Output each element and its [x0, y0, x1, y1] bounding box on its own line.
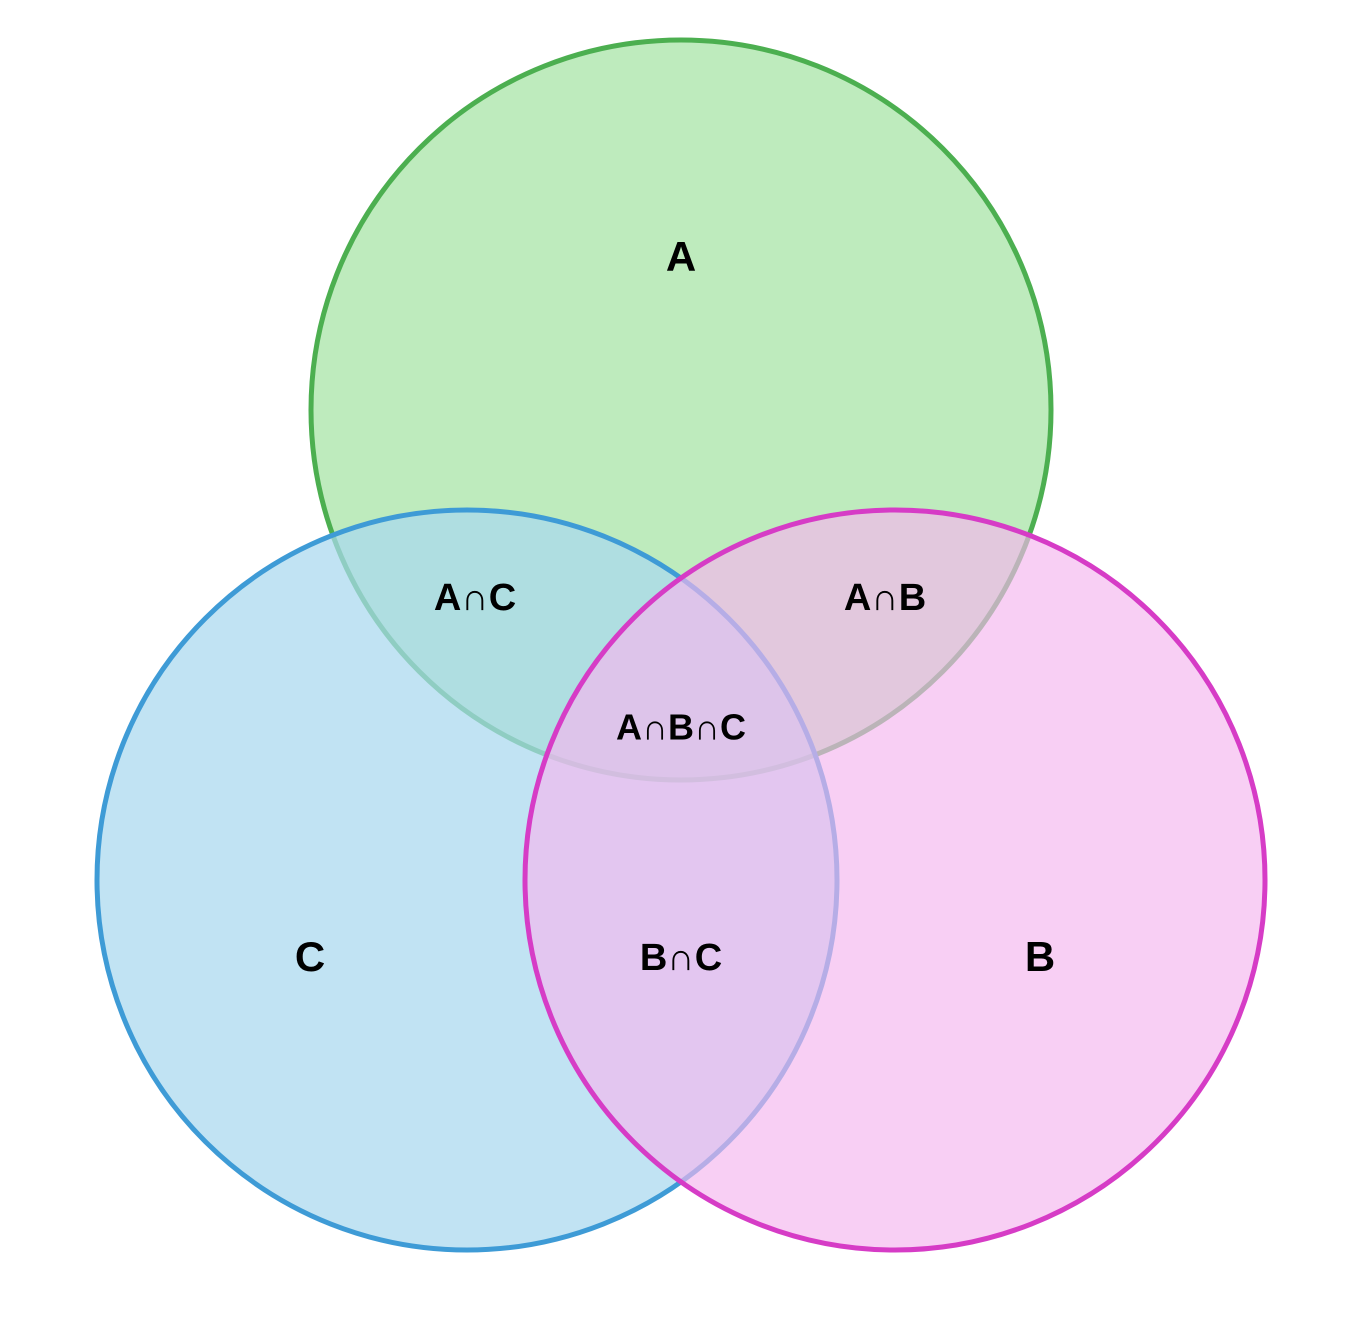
label-b-int-c: B∩C — [640, 937, 722, 979]
venn-circles — [97, 40, 1265, 1250]
label-a-int-c: A∩C — [434, 577, 516, 619]
circle-b — [525, 510, 1265, 1250]
label-a-int-b-int-c: A∩B∩C — [616, 707, 746, 748]
label-a: A — [666, 233, 696, 280]
label-c: C — [295, 933, 325, 980]
label-b: B — [1025, 933, 1055, 980]
venn-diagram: A B C A∩B A∩C B∩C A∩B∩C — [0, 0, 1362, 1322]
label-a-int-b: A∩B — [844, 577, 926, 619]
